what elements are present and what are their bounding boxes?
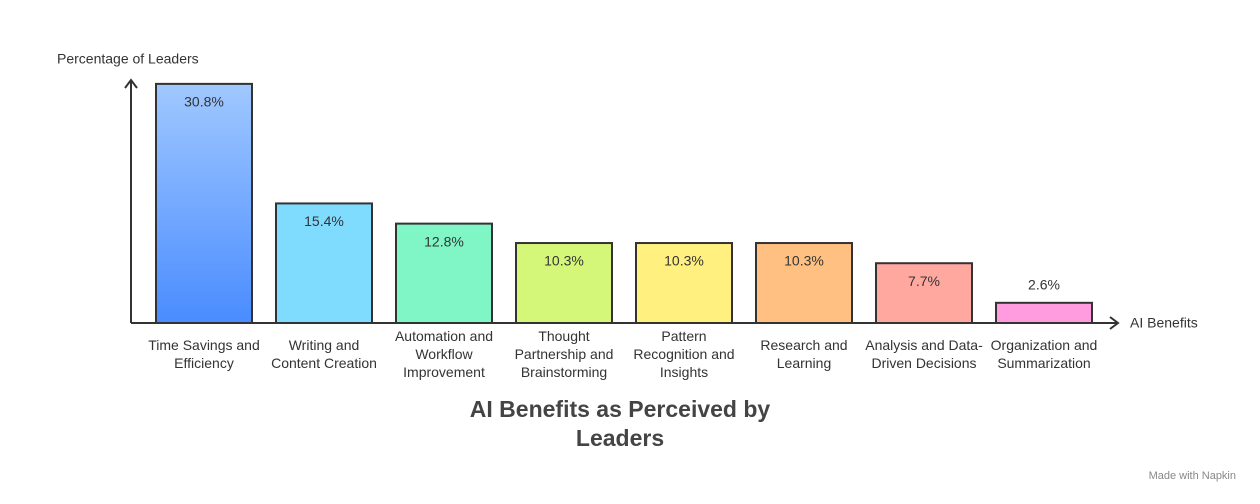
x-tick-label: Pattern Recognition and Insights — [633, 328, 735, 380]
bar — [755, 242, 853, 324]
x-tick-label: Automation and Workflow Improvement — [394, 328, 494, 380]
bar — [995, 301, 1093, 324]
x-axis-arrow — [1109, 316, 1120, 330]
x-tick-label: Organization and Summarization — [990, 337, 1098, 371]
x-tick-label: Research and Learning — [760, 337, 848, 371]
x-tick-label: Writing and Content Creation — [271, 337, 377, 371]
x-tick-label: Analysis and Data-Driven Decisions — [865, 337, 983, 371]
value-label: 2.6% — [1028, 277, 1060, 293]
x-tick-label: Thought Partnership and Brainstorming — [514, 328, 614, 380]
value-label: 30.8% — [184, 94, 224, 110]
watermark: Made with Napkin — [1148, 470, 1236, 482]
y-axis-label: Percentage of Leaders — [57, 51, 199, 67]
bar — [155, 82, 253, 324]
y-axis-arrow — [124, 78, 138, 89]
value-label: 15.4% — [304, 213, 344, 229]
value-label: 10.3% — [544, 253, 584, 269]
bar — [395, 222, 493, 325]
value-label: 7.7% — [908, 273, 940, 289]
x-axis-label: AI Benefits — [1130, 315, 1198, 331]
bar — [515, 242, 613, 324]
bar — [275, 202, 373, 324]
value-label: 10.3% — [784, 253, 824, 269]
bar — [875, 262, 973, 325]
value-label: 10.3% — [664, 253, 704, 269]
chart-title: AI Benefits as Perceived by Leaders — [469, 396, 771, 451]
x-tick-label: Time Savings and Efficiency — [148, 337, 260, 371]
bar — [635, 242, 733, 324]
value-label: 12.8% — [424, 233, 464, 249]
